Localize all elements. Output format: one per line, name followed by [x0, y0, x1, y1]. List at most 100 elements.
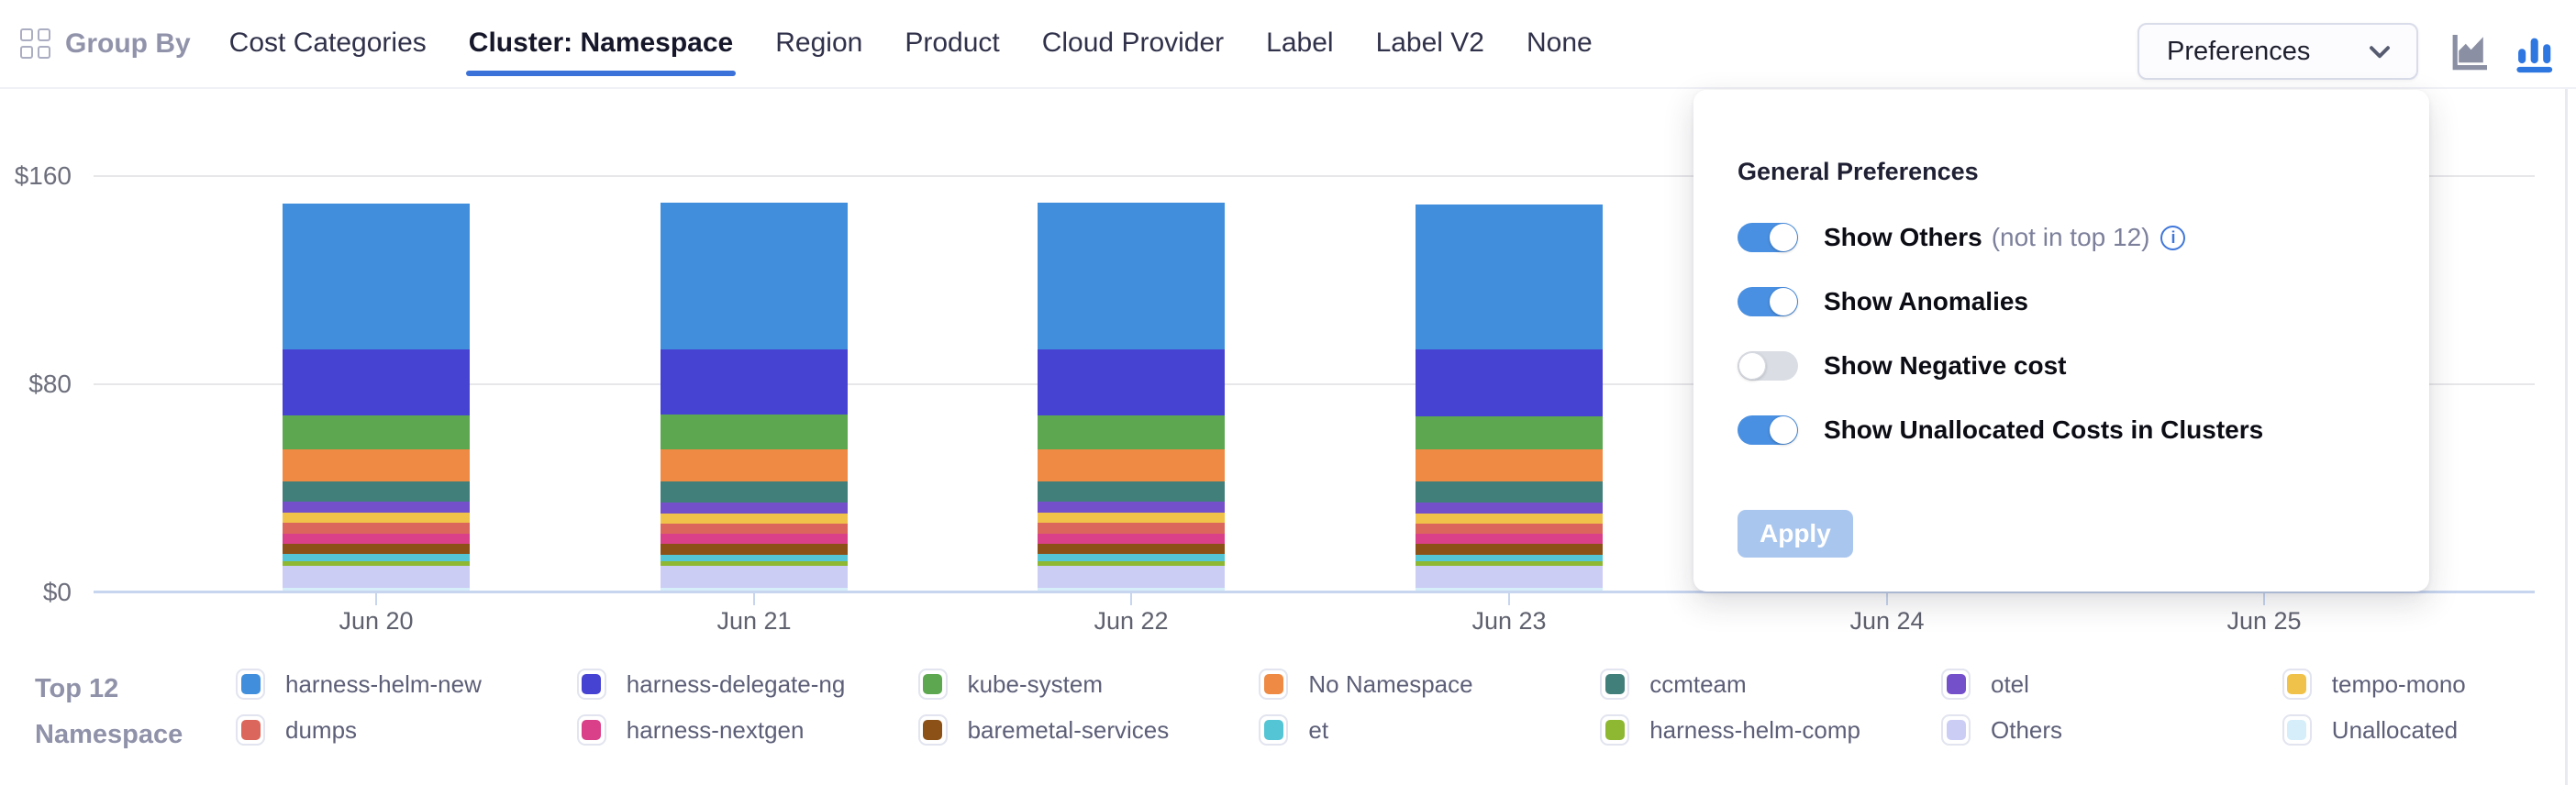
area-chart-icon[interactable]	[2446, 28, 2495, 77]
bar-segment-ccmteam[interactable]	[1038, 481, 1225, 503]
bar-segment-harness-helm-comp[interactable]	[1416, 561, 1603, 567]
x-axis-label-jun-21: Jun 21	[716, 607, 792, 635]
bar-segment-otel[interactable]	[1038, 502, 1225, 514]
bar-segment-no-namespace[interactable]	[661, 448, 848, 481]
bar-segment-ccmteam[interactable]	[661, 481, 848, 503]
bar-segment-baremetal-services[interactable]	[283, 543, 470, 555]
bar-segment-no-namespace[interactable]	[1038, 448, 1225, 481]
bar-segment-harness-helm-comp[interactable]	[661, 560, 848, 566]
bar-chart-icon[interactable]	[2510, 28, 2559, 77]
bar-segment-harness-nextgen[interactable]	[661, 534, 848, 545]
bar-segment-tempo-mono[interactable]	[661, 513, 848, 524]
tab-cluster-namespace[interactable]: Cluster: Namespace	[465, 2, 737, 86]
legend-item-kube-system[interactable]: kube-system	[917, 669, 1103, 700]
tab-product[interactable]: Product	[905, 27, 1000, 58]
bar-segment-harness-delegate-ng[interactable]	[283, 348, 470, 415]
bar-segment-dumps[interactable]	[661, 523, 848, 535]
tab-label-v2[interactable]: Label V2	[1375, 27, 1484, 58]
bar-segment-harness-helm-new[interactable]	[1038, 202, 1225, 349]
bar-segment-harness-helm-new[interactable]	[1416, 204, 1603, 350]
toggle-switch-show-negative-cost[interactable]	[1738, 351, 1798, 381]
bar-segment-harness-delegate-ng[interactable]	[1038, 348, 1225, 415]
bar-segment-no-namespace[interactable]	[283, 448, 470, 481]
legend-swatch	[236, 669, 265, 700]
x-axis-line	[94, 591, 2535, 593]
bar-segment-tempo-mono[interactable]	[1038, 513, 1225, 524]
legend-item-tempo-mono[interactable]: tempo-mono	[2282, 669, 2466, 700]
bar-segment-et[interactable]	[1416, 555, 1603, 562]
preferences-button[interactable]: Preferences	[2137, 23, 2418, 80]
bar-segment-harness-nextgen[interactable]	[1416, 534, 1603, 545]
legend-swatch-color	[582, 674, 602, 694]
tab-label[interactable]: Label	[1266, 27, 1334, 58]
toggle-switch-show-others[interactable]	[1738, 223, 1798, 252]
bar-segment-et[interactable]	[661, 554, 848, 561]
group-by-grid-icon	[20, 28, 50, 59]
tab-cost-categories[interactable]: Cost Categories	[228, 27, 427, 58]
bar-segment-baremetal-services[interactable]	[1038, 543, 1225, 555]
legend-item-baremetal-services[interactable]: baremetal-services	[917, 714, 1169, 746]
bar-segment-harness-helm-comp[interactable]	[283, 560, 470, 566]
legend-item-harness-helm-comp[interactable]: harness-helm-comp	[1600, 714, 1860, 746]
bar-segment-others[interactable]	[283, 565, 470, 588]
legend-swatch-color	[1604, 720, 1625, 740]
bar-segment-unallocated[interactable]	[283, 587, 470, 592]
legend-item-label: harness-delegate-ng	[626, 669, 846, 698]
bar-segment-baremetal-services[interactable]	[661, 544, 848, 555]
bar-segment-unallocated[interactable]	[1416, 587, 1603, 592]
bar-segment-harness-nextgen[interactable]	[283, 533, 470, 544]
tab-region[interactable]: Region	[775, 27, 863, 58]
bar-segment-kube-system[interactable]	[1416, 415, 1603, 450]
bar-segment-et[interactable]	[283, 554, 470, 561]
bar-segment-harness-helm-comp[interactable]	[1038, 560, 1225, 566]
bar-segment-no-namespace[interactable]	[1416, 449, 1603, 482]
x-axis-tick	[1130, 593, 1132, 605]
x-axis-tick	[1508, 593, 1510, 605]
tab-none[interactable]: None	[1527, 27, 1593, 58]
bar-segment-otel[interactable]	[661, 503, 848, 514]
tab-cloud-provider[interactable]: Cloud Provider	[1041, 27, 1225, 58]
bar-segment-tempo-mono[interactable]	[283, 513, 470, 524]
bar-segment-harness-delegate-ng[interactable]	[661, 348, 848, 415]
bar-segment-dumps[interactable]	[283, 523, 470, 534]
bar-segment-dumps[interactable]	[1038, 523, 1225, 534]
bar-segment-dumps[interactable]	[1416, 524, 1603, 535]
bar-segment-harness-nextgen[interactable]	[1038, 533, 1225, 544]
bar-segment-et[interactable]	[1038, 554, 1225, 561]
bar-segment-kube-system[interactable]	[283, 415, 470, 449]
legend-item-otel[interactable]: otel	[1941, 669, 2029, 700]
bar-segment-harness-helm-new[interactable]	[283, 203, 470, 349]
toggle-switch-show-anomalies[interactable]	[1738, 287, 1798, 316]
bar-segment-tempo-mono[interactable]	[1416, 513, 1603, 525]
legend-item-unallocated[interactable]: Unallocated	[2282, 714, 2458, 746]
toggle-switch-show-unallocated-costs-in-clusters[interactable]	[1738, 415, 1798, 445]
chevron-down-icon	[2363, 35, 2396, 68]
legend-item-et[interactable]: et	[1259, 714, 1328, 746]
bar-segment-harness-delegate-ng[interactable]	[1416, 349, 1603, 416]
legend-item-harness-delegate-ng[interactable]: harness-delegate-ng	[576, 669, 846, 700]
bar-segment-others[interactable]	[1038, 565, 1225, 588]
bar-segment-baremetal-services[interactable]	[1416, 544, 1603, 556]
bar-segment-harness-helm-new[interactable]	[661, 203, 848, 349]
bar-segment-others[interactable]	[661, 565, 848, 588]
legend-item-harness-nextgen[interactable]: harness-nextgen	[576, 714, 805, 746]
legend-item-label: harness-nextgen	[626, 715, 805, 744]
bar-segment-otel[interactable]	[1416, 503, 1603, 514]
legend-item-dumps[interactable]: dumps	[236, 714, 357, 746]
bar-segment-otel[interactable]	[283, 502, 470, 514]
bar-segment-kube-system[interactable]	[661, 415, 848, 449]
legend-item-others[interactable]: Others	[1941, 714, 2062, 746]
bar-segment-ccmteam[interactable]	[1416, 481, 1603, 503]
bar-segment-unallocated[interactable]	[661, 587, 848, 592]
bar-segment-others[interactable]	[1416, 566, 1603, 588]
info-icon[interactable]: i	[2160, 225, 2186, 250]
bar-segment-kube-system[interactable]	[1038, 415, 1225, 449]
bar-jun-22	[1038, 202, 1225, 592]
bar-segment-ccmteam[interactable]	[283, 481, 470, 503]
apply-button[interactable]: Apply	[1738, 510, 1853, 558]
legend-item-ccmteam[interactable]: ccmteam	[1600, 669, 1747, 700]
legend-item-no-namespace[interactable]: No Namespace	[1259, 669, 1473, 700]
toggle-row-show-negative-cost: Show Negative cost	[1738, 348, 2402, 383]
legend-item-harness-helm-new[interactable]: harness-helm-new	[236, 669, 482, 700]
bar-segment-unallocated[interactable]	[1038, 587, 1225, 592]
